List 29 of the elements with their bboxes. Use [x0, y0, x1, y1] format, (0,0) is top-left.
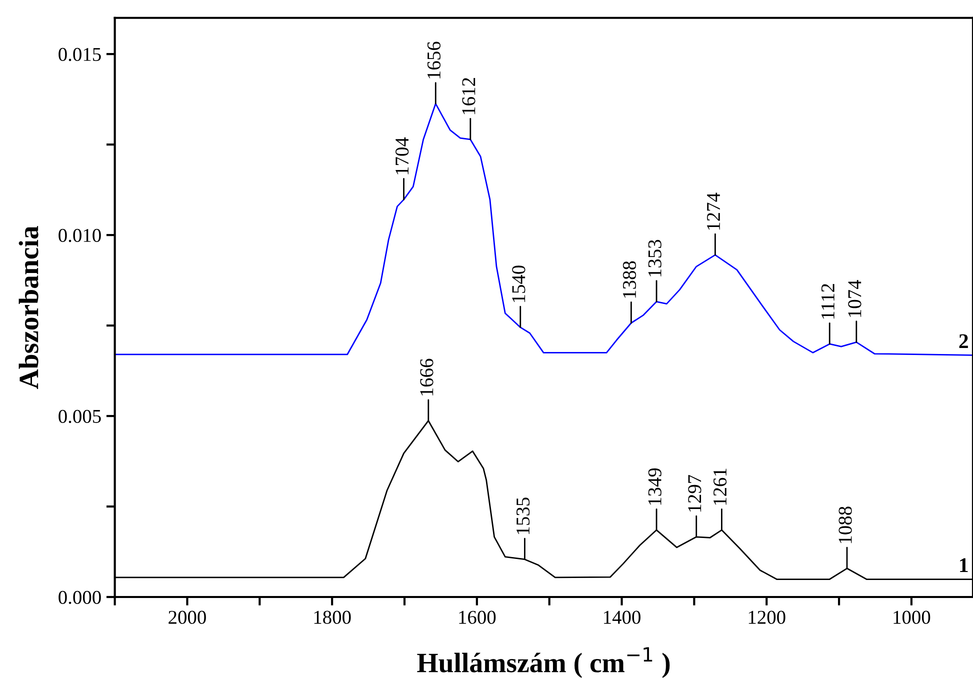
annotation: 1612 — [462, 78, 476, 114]
annotation: 1112 — [821, 284, 834, 319]
annotation: 1274 — [706, 192, 720, 230]
x-tick-label: 1200 — [748, 610, 786, 624]
y-tick-label: 0.005 — [58, 410, 101, 424]
x-tick-label: 1800 — [314, 610, 351, 624]
annotation: 1656 — [427, 42, 441, 78]
x-axis-title: Hullámszám ( cm$^{−1}$ ) — [417, 647, 670, 678]
y-axis-title: Abszorbancia — [18, 226, 38, 389]
annotation: 1261 — [714, 468, 727, 505]
annotation: 1666 — [420, 358, 434, 396]
annotation: 1353 — [648, 240, 662, 276]
x-tick-label: 1600 — [459, 610, 496, 624]
annotation: 1704 — [396, 137, 409, 174]
y-tick-label: 0.000 — [58, 590, 101, 604]
annotation: 1074 — [848, 280, 862, 317]
annotation: 1388 — [622, 261, 636, 298]
x-tick-label: 1400 — [604, 610, 640, 624]
annotation: 1297 — [688, 474, 702, 512]
annotation: 1540 — [512, 266, 526, 302]
series-label: 1 — [960, 558, 968, 572]
annotation: 1088 — [838, 506, 852, 544]
series-label: 2 — [959, 334, 968, 348]
x-tick-label: 2000 — [168, 610, 206, 624]
x-tick-label: 1000 — [894, 610, 930, 624]
annotation: 1349 — [648, 468, 662, 505]
y-tick-label: 0.010 — [58, 228, 101, 242]
annotation: 1535 — [516, 498, 530, 534]
y-tick-label: 0.015 — [58, 48, 101, 62]
